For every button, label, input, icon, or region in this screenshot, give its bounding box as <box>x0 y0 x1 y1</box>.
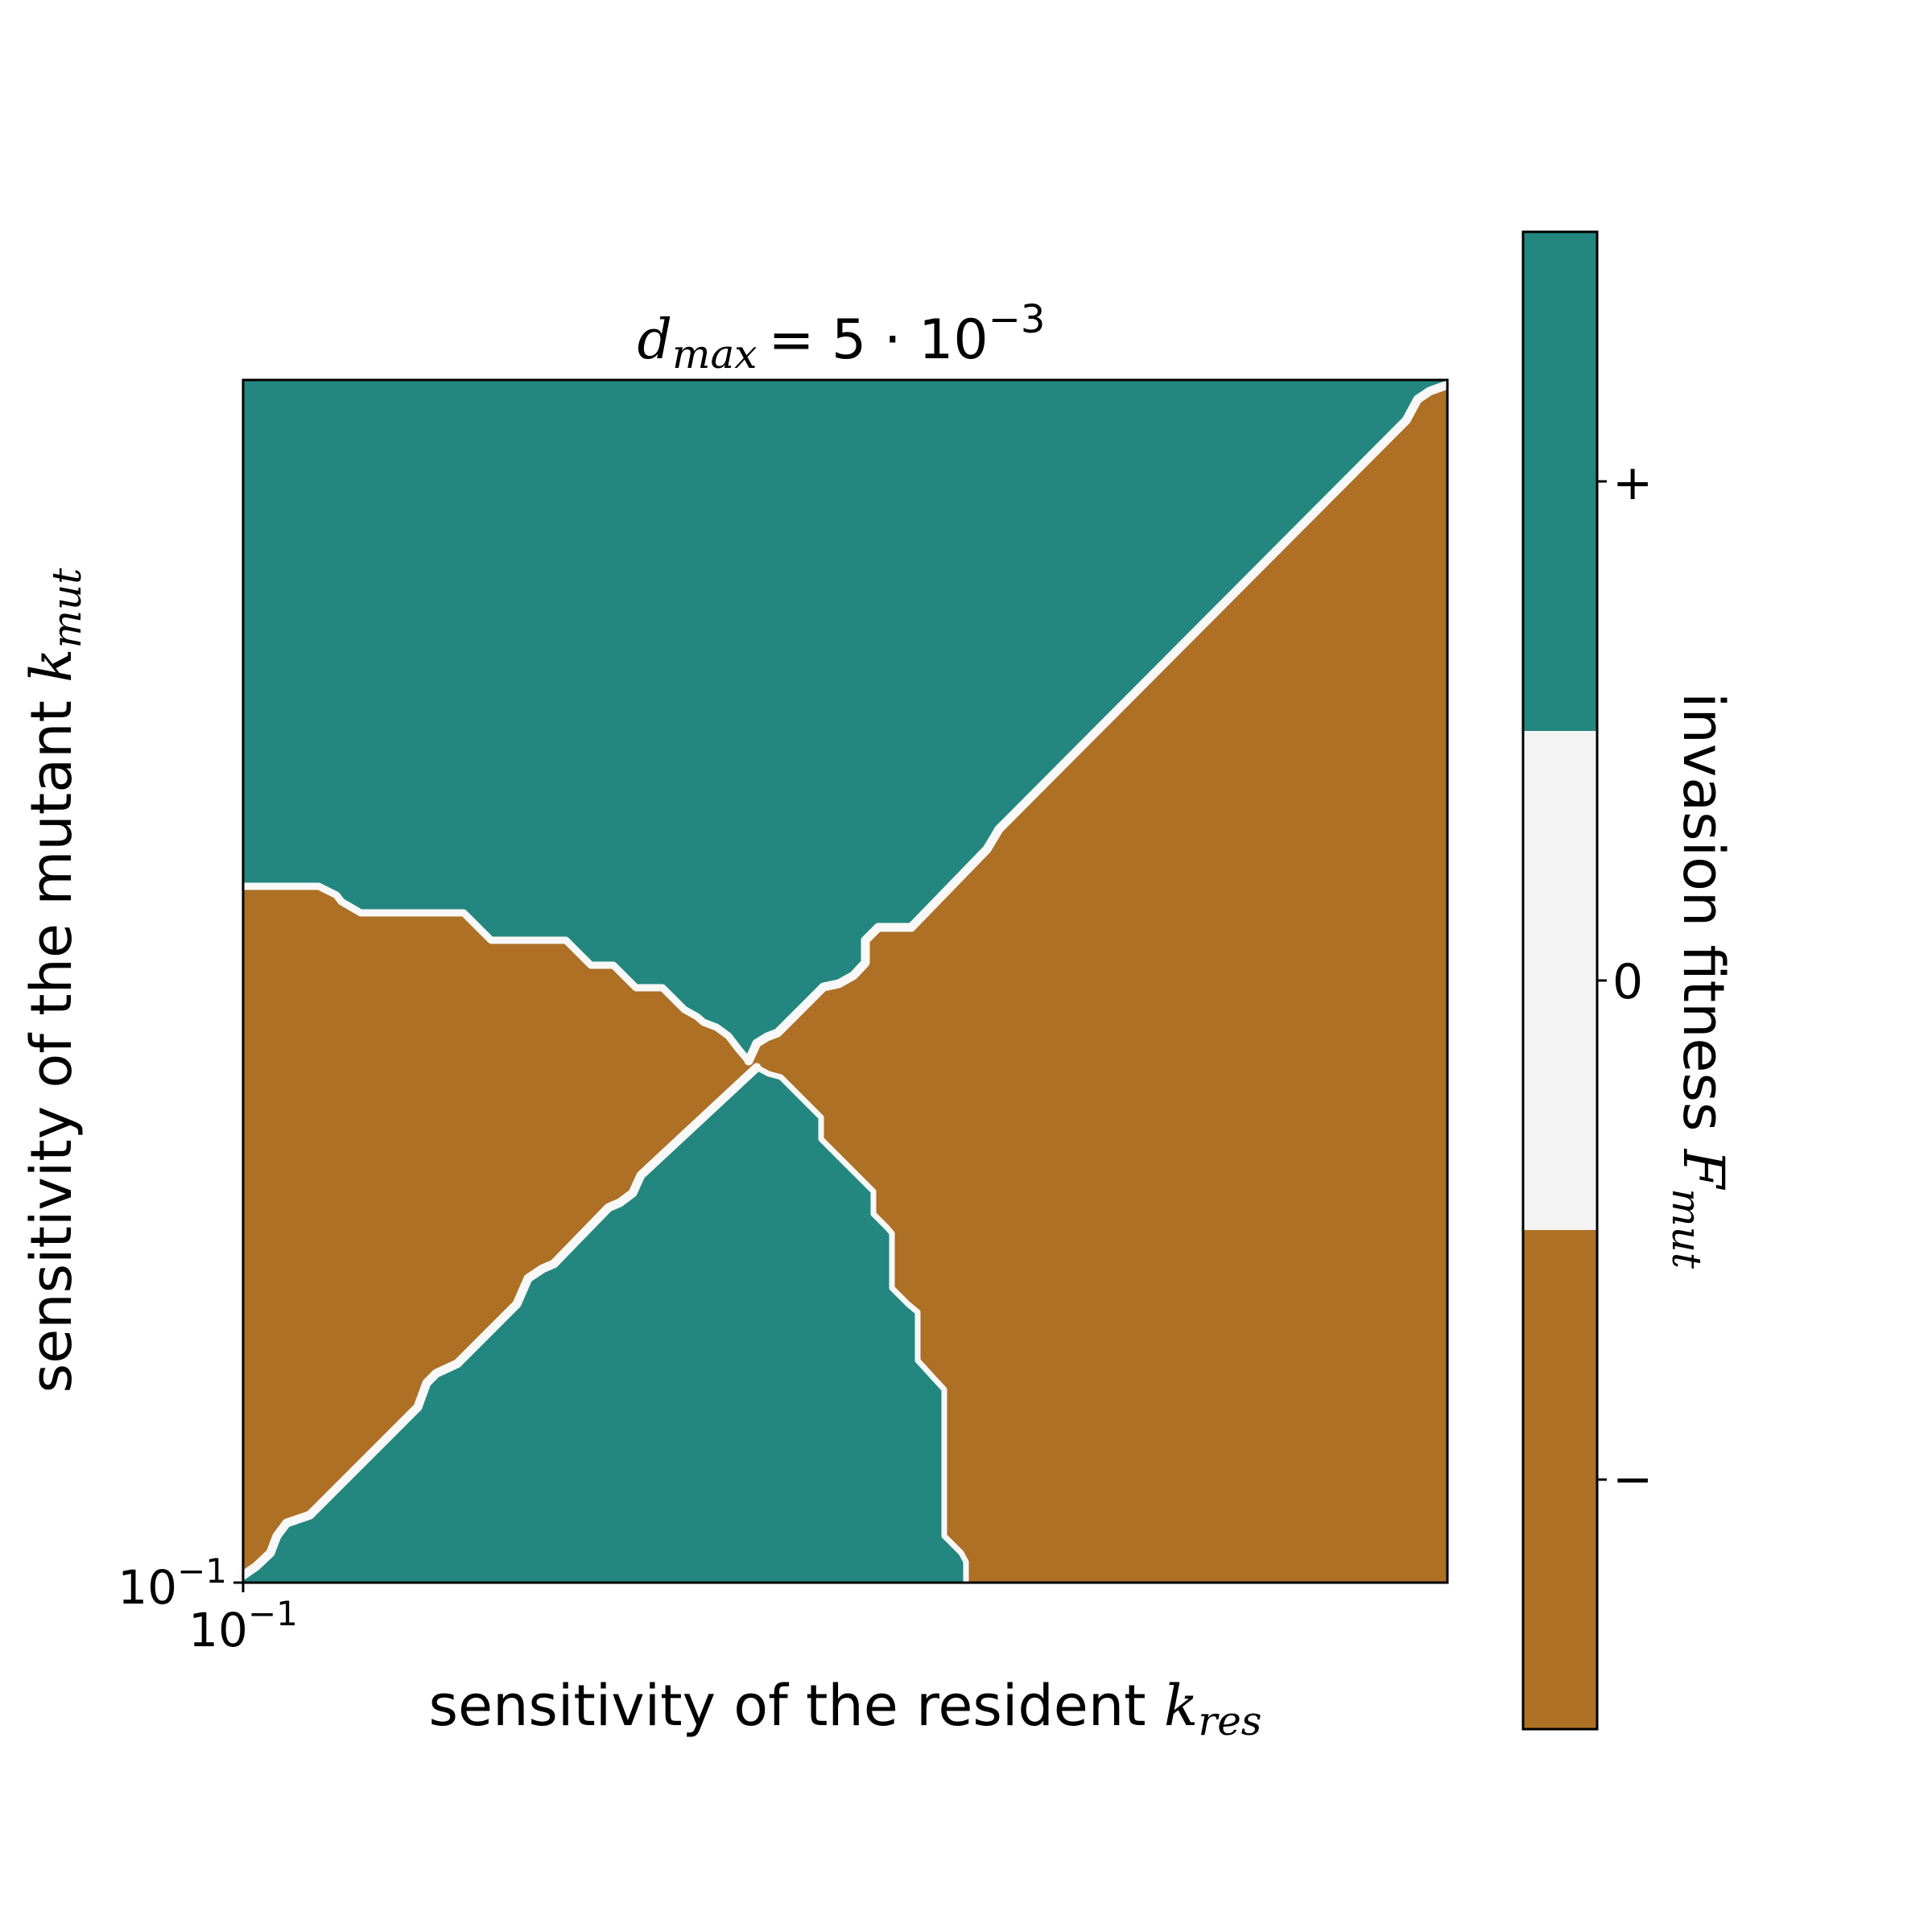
title-sup: −3 <box>989 297 1046 342</box>
x-tick-base: 10 <box>188 1603 248 1657</box>
contour-upper-diagonal <box>744 380 1452 1066</box>
x-tick-exp: −1 <box>248 1594 298 1633</box>
region-positive-upper <box>243 380 1447 1061</box>
colorbar-label-var: F <box>1670 1148 1736 1191</box>
title-sub: max <box>672 331 757 378</box>
y-axis-var: k <box>19 648 85 682</box>
colorbar-label-sub: mut <box>1663 1188 1710 1269</box>
colorbar-segment-zero <box>1523 731 1597 1230</box>
title-var: d <box>638 308 673 372</box>
y-axis-label-text: sensitivity of the mutant <box>19 683 85 1393</box>
x-axis-label: sensitivity of the resident kres <box>429 1673 1262 1744</box>
x-axis-label-text: sensitivity of the resident <box>429 1673 1164 1739</box>
chart-title: dmax = 5 · 10−3 <box>638 297 1046 378</box>
x-axis-sub: res <box>1198 1698 1261 1744</box>
x-axis-var: k <box>1164 1673 1198 1739</box>
y-tick-exp: −1 <box>177 1551 227 1591</box>
plot-frame <box>242 378 1449 1584</box>
colorbar-tick-label-zero: 0 <box>1612 954 1643 1010</box>
colorbar-label-text: invasion fitness <box>1670 692 1736 1150</box>
y-tick-base: 10 <box>118 1560 177 1615</box>
contour-lower-diagonal <box>238 1063 762 1580</box>
plot-area <box>238 378 1452 1586</box>
contour-lower-right <box>753 1064 969 1586</box>
colorbar-tick-label-positive: + <box>1612 455 1653 511</box>
contour-lines <box>238 380 1452 1586</box>
contour-upper-left <box>239 882 753 1065</box>
y-axis-sub: mut <box>43 568 90 649</box>
colorbar: + 0 − invasion fitness Fmut <box>1521 230 1736 1731</box>
y-tick-label: 10−1 <box>118 1551 227 1615</box>
colorbar-segment-positive <box>1523 232 1597 731</box>
y-axis-label: sensitivity of the mutant kmut <box>19 568 90 1393</box>
x-tick-label: 10−1 <box>188 1594 298 1657</box>
colorbar-label: invasion fitness Fmut <box>1663 692 1736 1269</box>
colorbar-segment-negative <box>1523 1230 1597 1729</box>
colorbar-tick-label-negative: − <box>1612 1451 1653 1508</box>
title-eq: = 5 · 10 <box>768 308 988 372</box>
region-positive-lower <box>243 1067 966 1583</box>
